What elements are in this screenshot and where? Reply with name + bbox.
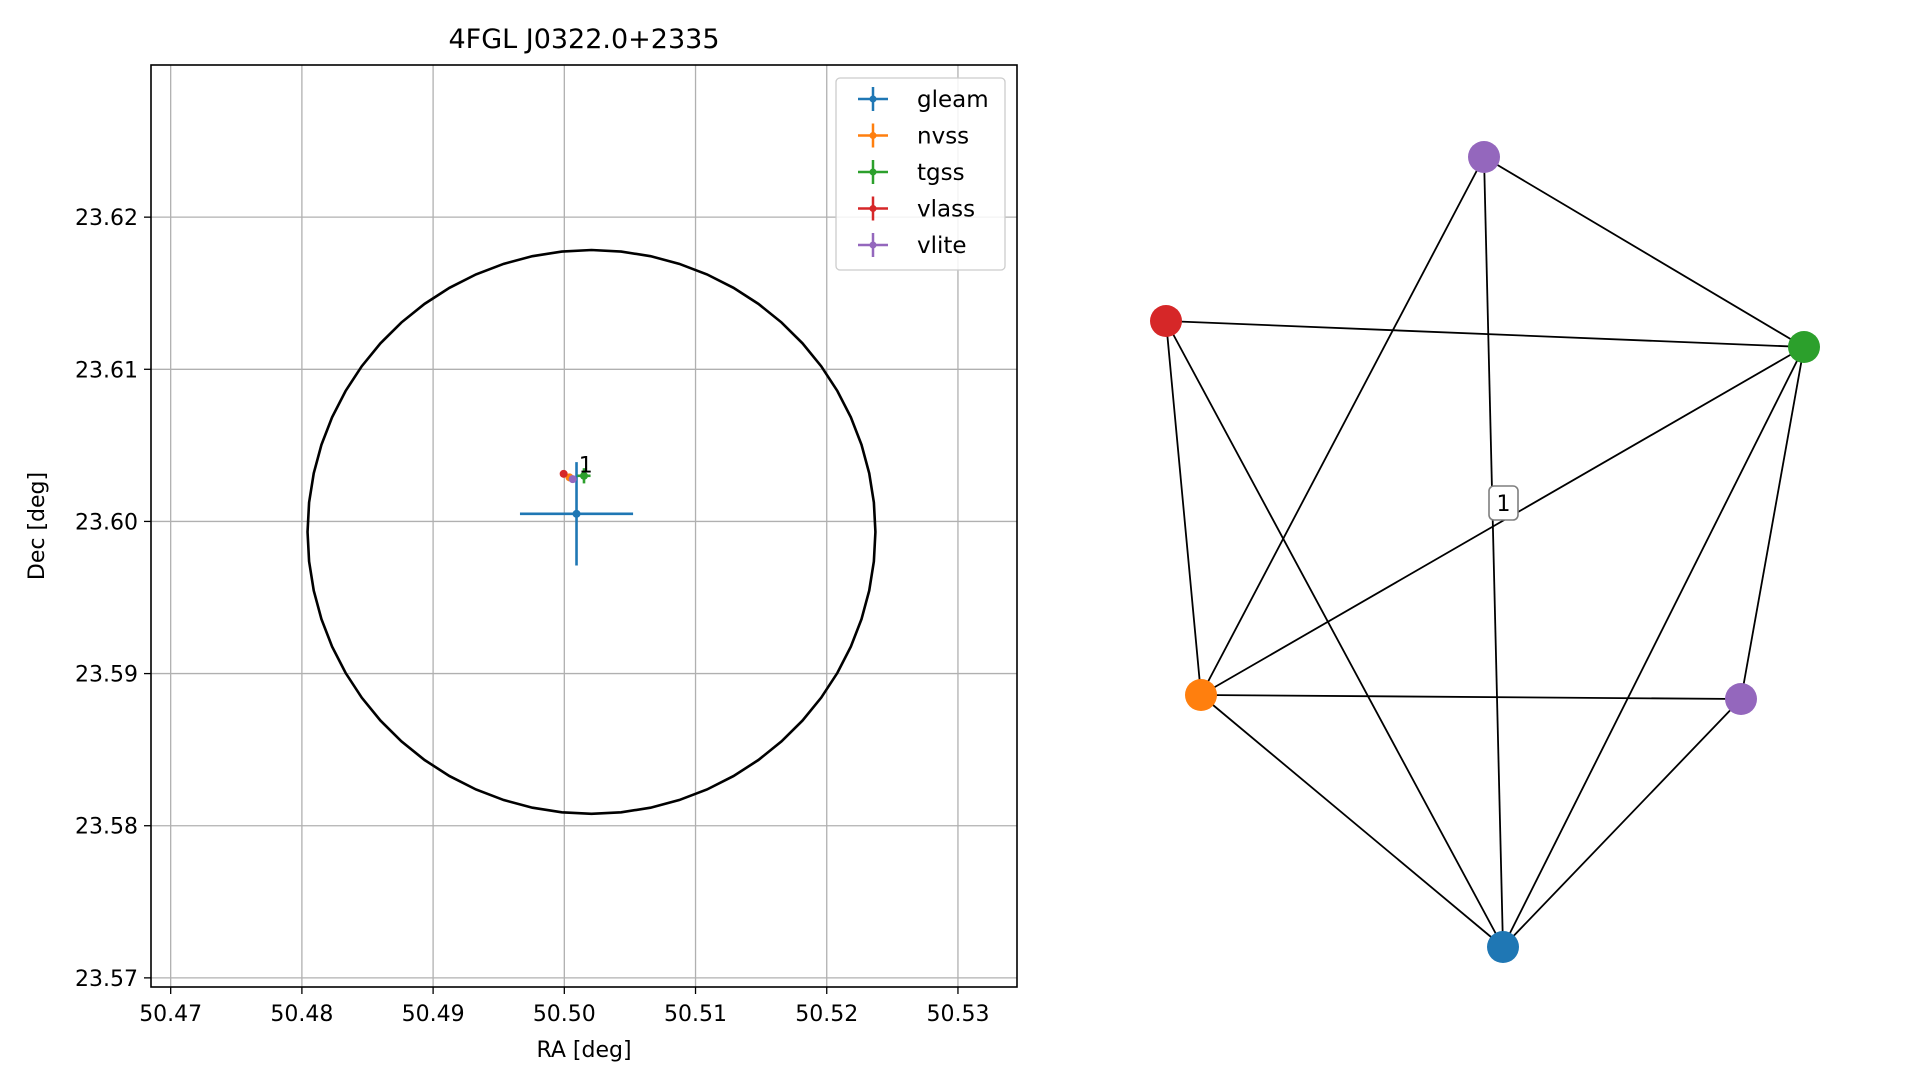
y-tick-label: 23.62 xyxy=(75,206,138,231)
legend-label-tgss: tgss xyxy=(917,160,965,186)
legend-label-nvss: nvss xyxy=(917,124,969,150)
source-points xyxy=(519,462,634,566)
x-tick-label: 50.47 xyxy=(139,1002,202,1027)
marker-gleam xyxy=(572,509,581,518)
edge-tgss-nvss xyxy=(1200,346,1805,696)
legend-label-vlite: vlite xyxy=(917,233,967,259)
edge-vlite_a-gleam xyxy=(1483,156,1504,948)
node-gleam xyxy=(1487,931,1519,963)
association-graph: 1 xyxy=(1150,141,1820,963)
edge-label: 1 xyxy=(1488,485,1519,521)
marker-tgss xyxy=(580,471,588,480)
edge-nvss-vlite_b xyxy=(1200,694,1742,700)
axes-frame xyxy=(150,64,1018,988)
y-tick-label: 23.59 xyxy=(75,663,138,688)
y-tick-label: 23.57 xyxy=(75,967,138,992)
legend-label-gleam: gleam xyxy=(917,87,989,113)
legend-entry-tgss: tgss xyxy=(858,160,965,186)
edge-vlite_a-nvss xyxy=(1200,156,1485,696)
edge-vlass-tgss xyxy=(1165,320,1805,348)
node-vlite_a xyxy=(1468,141,1500,173)
edge-vlass-nvss xyxy=(1165,320,1202,696)
marker-vlass xyxy=(559,469,568,478)
data-point-gleam xyxy=(519,462,634,566)
x-tick-label: 50.49 xyxy=(402,1002,465,1027)
y-tick-label: 23.58 xyxy=(75,815,138,840)
x-axis-ticks: 50.47 50.48 50.49 50.50 50.51 50.52 50.53 xyxy=(139,987,989,1027)
x-tick-label: 50.52 xyxy=(795,1002,858,1027)
legend-entry-nvss: nvss xyxy=(858,123,969,150)
edge-vlite_b-gleam xyxy=(1502,698,1742,948)
y-tick-label: 23.60 xyxy=(75,510,138,535)
edge-nvss-gleam xyxy=(1200,694,1504,948)
data-point-vlite xyxy=(568,475,577,484)
legend-entry-vlass: vlass xyxy=(858,196,975,223)
legend: gleam nvss tgss vlass xyxy=(835,77,1006,271)
position-plot: 1 50.47 50.48 50.49 50.50 50.51 50.52 50.53 23… xyxy=(25,24,1018,1063)
node-nvss xyxy=(1185,679,1217,711)
edge-label-text: 1 xyxy=(1497,492,1511,517)
edge-vlite_a-tgss xyxy=(1483,156,1805,348)
node-tgss xyxy=(1788,331,1820,363)
x-tick-label: 50.51 xyxy=(664,1002,727,1027)
node-vlass xyxy=(1150,305,1182,337)
x-tick-label: 50.53 xyxy=(926,1002,989,1027)
marker-vlite xyxy=(568,475,577,484)
edge-tgss-vlite_b xyxy=(1740,346,1805,700)
edge-label-box xyxy=(1488,485,1519,521)
legend-label-vlass: vlass xyxy=(917,197,975,223)
plot-area: 1 xyxy=(306,248,877,816)
legend-box xyxy=(835,77,1006,271)
x-tick-label: 50.50 xyxy=(533,1002,596,1027)
graph-edges xyxy=(1165,156,1805,948)
x-axis-label: RA [deg] xyxy=(536,1038,631,1063)
edge-tgss-gleam xyxy=(1502,346,1805,948)
y-tick-label: 23.61 xyxy=(75,358,138,383)
node-vlite_b xyxy=(1725,683,1757,715)
data-point-vlass xyxy=(559,469,568,478)
graph-nodes xyxy=(1150,141,1820,963)
edge-vlass-gleam xyxy=(1165,320,1504,948)
y-axis-ticks: 23.57 23.58 23.59 23.60 23.61 23.62 xyxy=(75,206,151,992)
legend-entry-gleam: gleam xyxy=(858,87,989,113)
x-tick-label: 50.48 xyxy=(270,1002,333,1027)
y-axis-label: Dec [deg] xyxy=(25,472,50,580)
legend-entry-vlite: vlite xyxy=(858,233,967,259)
chart-title: 4FGL J0322.0+2335 xyxy=(448,24,719,55)
data-point-tgss xyxy=(577,468,591,484)
localization-ellipse xyxy=(306,248,877,816)
match-annotation-label: 1 xyxy=(579,453,593,478)
